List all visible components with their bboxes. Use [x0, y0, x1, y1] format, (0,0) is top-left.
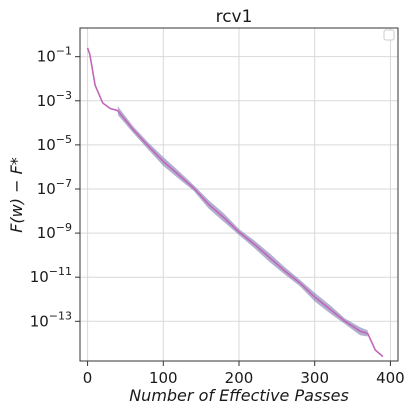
y-tick-label: 10−7 — [37, 177, 72, 198]
y-tick-label: 10−9 — [37, 221, 72, 242]
y-axis-label: F(w) − F* — [7, 157, 26, 233]
y-tick-label: 10−3 — [37, 89, 72, 110]
series-group — [86, 47, 384, 358]
x-ticks: 0 100 200 300 400 — [83, 361, 405, 387]
y-tick-label: 10−13 — [30, 309, 72, 330]
y-tick-label: 10−5 — [37, 133, 72, 154]
chart-title: rcv1 — [216, 7, 253, 27]
legend-box — [383, 29, 395, 41]
series-line — [86, 47, 384, 358]
grid — [80, 28, 398, 361]
x-tick-label: 300 — [300, 369, 329, 387]
y-tick-label: 10−11 — [30, 265, 72, 286]
x-tick-label: 100 — [149, 369, 178, 387]
x-tick-label: 400 — [376, 369, 405, 387]
x-axis-label: Number of Effective Passes — [129, 386, 349, 405]
y-tick-label: 10−1 — [37, 45, 72, 66]
x-tick-label: 0 — [83, 369, 93, 387]
variance-band — [117, 106, 368, 337]
band-group — [117, 106, 368, 337]
x-tick-label: 200 — [225, 369, 254, 387]
y-ticks: 10−1 10−3 10−5 10−7 10−9 10−11 10−13 — [30, 45, 80, 330]
